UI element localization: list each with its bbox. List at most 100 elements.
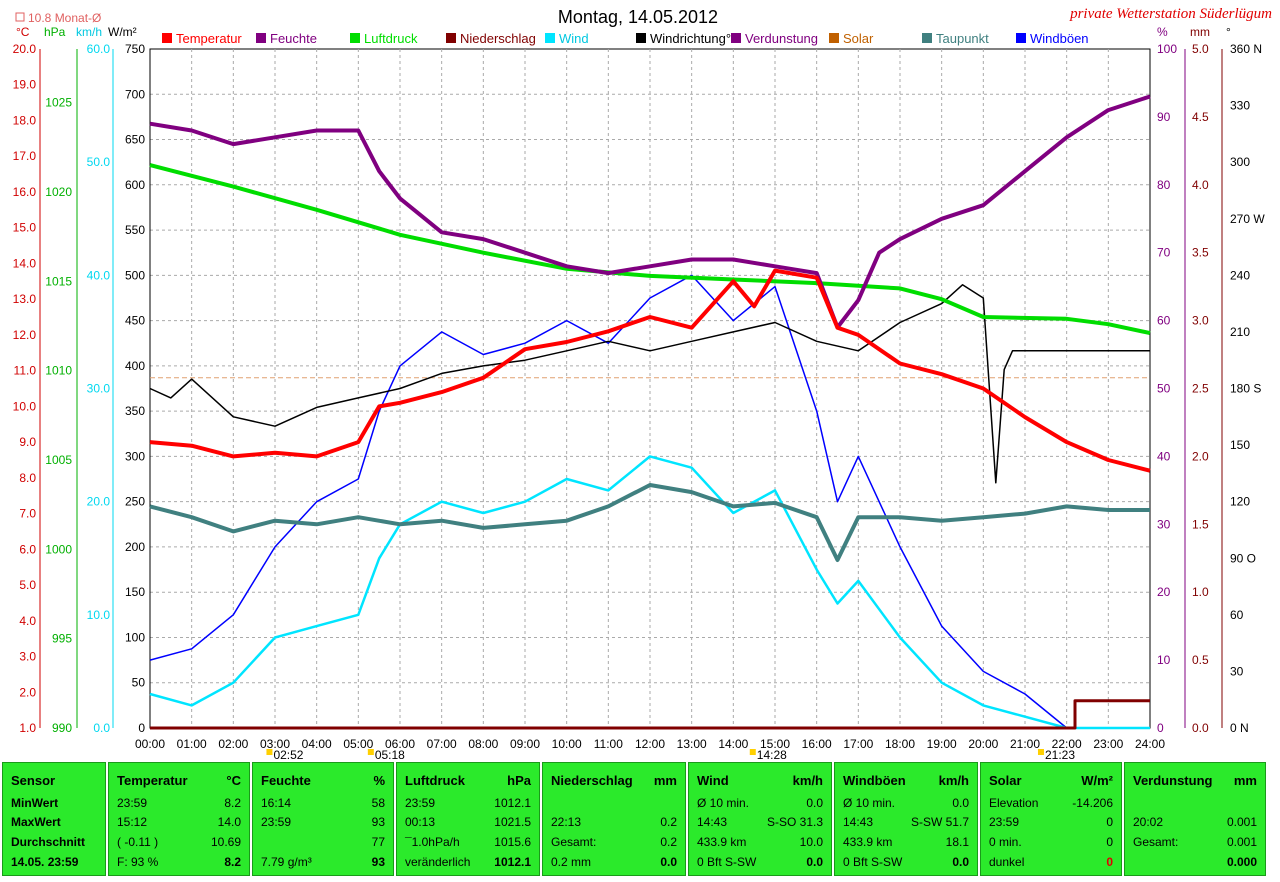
temperature-tick-label: 2.0 (19, 685, 36, 699)
x-tick-label: 21:00 (1010, 737, 1040, 751)
rain-tick-label: 4.0 (1192, 178, 1209, 192)
temp-trend: ( -0.11 ) (117, 835, 159, 849)
wind-distance: 433.9 km (697, 835, 747, 849)
stats-humidity-title: Feuchte (261, 773, 311, 788)
winddir-tick-label: 300 (1230, 155, 1250, 169)
wind-avg-value: 10.0 (799, 835, 823, 849)
rain-total-label: Gesamt: (551, 835, 597, 849)
temperature-tick-label: 13.0 (13, 292, 37, 306)
x-tick-label: 17:00 (843, 737, 873, 751)
solar-tick-label: 600 (125, 178, 145, 192)
time-marker-label: 14:28 (757, 748, 787, 760)
x-tick-label: 23:00 (1093, 737, 1123, 751)
x-tick-label: 06:00 (385, 737, 415, 751)
humidity-tick-label: 20 (1157, 585, 1171, 599)
evap-total-label: Gesamt: (1133, 835, 1179, 849)
time-marker-label: 05:18 (375, 748, 405, 760)
x-tick-label: 07:00 (427, 737, 457, 751)
x-tick-label: 13:00 (677, 737, 707, 751)
legend-label: Luftdruck (364, 31, 418, 46)
solar-current-value: 0 (1106, 855, 1113, 869)
press-min-value: 1012.1 (494, 796, 531, 810)
wind-tick-label: 60.0 (87, 42, 111, 56)
rain-tick-label: 4.5 (1192, 110, 1209, 124)
humidity-tick-label: 80 (1157, 178, 1171, 192)
solar-tick-label: 450 (125, 314, 145, 328)
legend-swatch (636, 33, 646, 43)
legend-label: Windböen (1030, 31, 1089, 46)
wind-tick-label: 50.0 (87, 155, 111, 169)
legend-label: Wind (559, 31, 589, 46)
series-line-temperatur (149, 268, 1151, 473)
solar-tick-label: 200 (125, 540, 145, 554)
temperature-tick-label: 17.0 (13, 149, 37, 163)
x-tick-label: 18:00 (885, 737, 915, 751)
legend-swatch (731, 33, 741, 43)
humidity-tick-label: 30 (1157, 517, 1171, 531)
solar-elevation-label: Elevation (989, 796, 1039, 810)
legend-swatch (829, 33, 839, 43)
wind-current-value: 0.0 (806, 855, 823, 869)
evap-total-value: 0.001 (1226, 835, 1257, 849)
wind-avg10-label: Ø 10 min. (697, 796, 750, 810)
legend-label: Windrichtung° (650, 31, 731, 46)
pressure-tick-label: 995 (52, 632, 72, 646)
hum-absolute: 7.79 g/m³ (261, 855, 312, 869)
hum-min-time: 16:14 (261, 796, 292, 810)
pressure-tick-label: 990 (52, 721, 72, 735)
solar-max-time: 23:59 (989, 815, 1020, 829)
winddir-tick-label: 0 N (1230, 721, 1249, 735)
wind-max-time: 14:43 (697, 815, 728, 829)
winddir-tick-label: 360 N (1230, 42, 1262, 56)
winddir-tick-label: 210 (1230, 325, 1250, 339)
press-current-value: 1012.1 (494, 855, 531, 869)
legend-label: Feuchte (270, 31, 317, 46)
gust-max-time: 14:43 (843, 815, 874, 829)
x-tick-label: 00:00 (135, 737, 165, 751)
rain-tick-label: 1.5 (1192, 517, 1209, 531)
stats-humidity-panel: Feuchte% 16:14 58 23:59 93 77 7.79 g/m³ 93 (252, 762, 394, 876)
series-line-taupunkt (149, 483, 1150, 562)
rain-tick-label: 2.5 (1192, 382, 1209, 396)
stats-rain-panel: Niederschlag mm 22:13 0.2 Gesamt: 0.2 0.2 m… (542, 762, 686, 876)
humidity-tick-label: 60 (1157, 314, 1171, 328)
solar-tick-label: 150 (125, 585, 145, 599)
unit-wm2-label: W/m² (108, 25, 137, 39)
x-tick-label: 20:00 (968, 737, 998, 751)
solar-tick-label: 250 (125, 495, 145, 509)
wind-tick-label: 0.0 (93, 721, 110, 735)
legend-swatch (545, 33, 555, 43)
stats-evap-unit: mm (1233, 773, 1257, 788)
winddir-tick-label: 90 O (1230, 551, 1256, 565)
humidity-tick-label: 40 (1157, 449, 1171, 463)
gust-bft: 0 Bft S-SW (843, 855, 903, 869)
stats-gust-title: Windböen (843, 773, 906, 788)
time-marker-label: 21:23 (1045, 748, 1075, 760)
legend-label: Solar (843, 31, 874, 46)
temp-min-value: 8.2 (224, 796, 241, 810)
wind-tick-label: 30.0 (87, 382, 111, 396)
winddir-tick-label: 150 (1230, 438, 1250, 452)
solar-duration: 0 min. (989, 835, 1022, 849)
x-tick-label: 04:00 (302, 737, 332, 751)
legend-label: Taupunkt (936, 31, 989, 46)
x-tick-label: 01:00 (177, 737, 207, 751)
stats-gust-unit: km/h (938, 773, 969, 788)
winddir-tick-label: 240 (1230, 268, 1250, 282)
winddir-tick-label: 270 W (1230, 212, 1265, 226)
series-line-niederschlag (150, 699, 1150, 730)
temperature-tick-label: 10.0 (13, 399, 37, 413)
solar-avg-value: 0 (1106, 835, 1113, 849)
series-line-windböen (149, 274, 1150, 729)
x-tick-label: 03:00 (260, 737, 290, 751)
hum-max-time: 23:59 (261, 815, 292, 829)
rain-tick-label: 0.5 (1192, 653, 1209, 667)
solar-tick-label: 750 (125, 42, 145, 56)
press-forecast: veränderlich (405, 855, 471, 869)
stats-rain-unit: mm (653, 773, 677, 788)
stats-solar-panel: Solar W/m² Elevation -14.206 23:59 0 0 min.… (980, 762, 1122, 876)
solar-tick-label: 50 (132, 676, 146, 690)
rain-tick-label: 1.0 (1192, 585, 1209, 599)
rain-max-value: 0.2 (660, 815, 677, 829)
rain-tick-label: 3.5 (1192, 246, 1209, 260)
